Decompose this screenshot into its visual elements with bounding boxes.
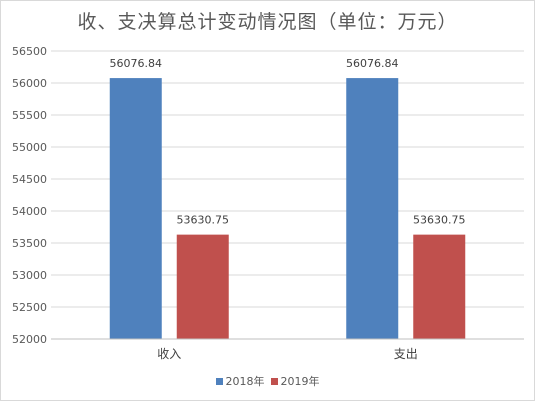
y-tick-label: 54500 — [12, 173, 47, 186]
x-axis-categories: 收入 支出 — [157, 347, 418, 361]
legend-item: 2019年 — [270, 373, 320, 389]
x-category-label: 支出 — [394, 347, 418, 361]
legend-item: 2018年 — [215, 373, 265, 389]
y-tick-label: 53500 — [12, 237, 47, 250]
data-label: 53630.75 — [413, 214, 466, 227]
legend-label: 2018年 — [225, 375, 265, 388]
y-tick-label: 52500 — [12, 301, 47, 314]
legend-swatch — [270, 377, 278, 385]
y-tick-label: 56500 — [12, 45, 47, 58]
y-tick-label: 55500 — [12, 109, 47, 122]
legend-label: 2019年 — [280, 375, 320, 388]
legend-swatch — [215, 377, 223, 385]
data-label: 56076.84 — [346, 57, 399, 70]
x-category-label: 收入 — [157, 347, 181, 361]
legend: 2018年 2019年 — [1, 373, 534, 389]
y-tick-label: 55000 — [12, 141, 47, 154]
bars — [51, 78, 524, 340]
data-label: 53630.75 — [177, 214, 230, 227]
bar-0-1 — [176, 234, 229, 339]
y-tick-label: 53000 — [12, 269, 47, 282]
y-tick-label: 54000 — [12, 205, 47, 218]
bar-1-0 — [346, 78, 399, 339]
y-axis-ticks: 52000 52500 53000 53500 54000 54500 55000 55500… — [12, 45, 47, 346]
data-labels: 56076.84 53630.75 56076.84 53630.75 — [110, 57, 466, 227]
bar-0-0 — [109, 78, 162, 339]
chart-title: 收、支决算总计变动情况图（单位：万元） — [77, 11, 458, 33]
y-tick-label: 56000 — [12, 77, 47, 90]
bar-1-1 — [413, 234, 466, 339]
y-tick-label: 52000 — [12, 333, 47, 346]
data-label: 56076.84 — [110, 57, 163, 70]
